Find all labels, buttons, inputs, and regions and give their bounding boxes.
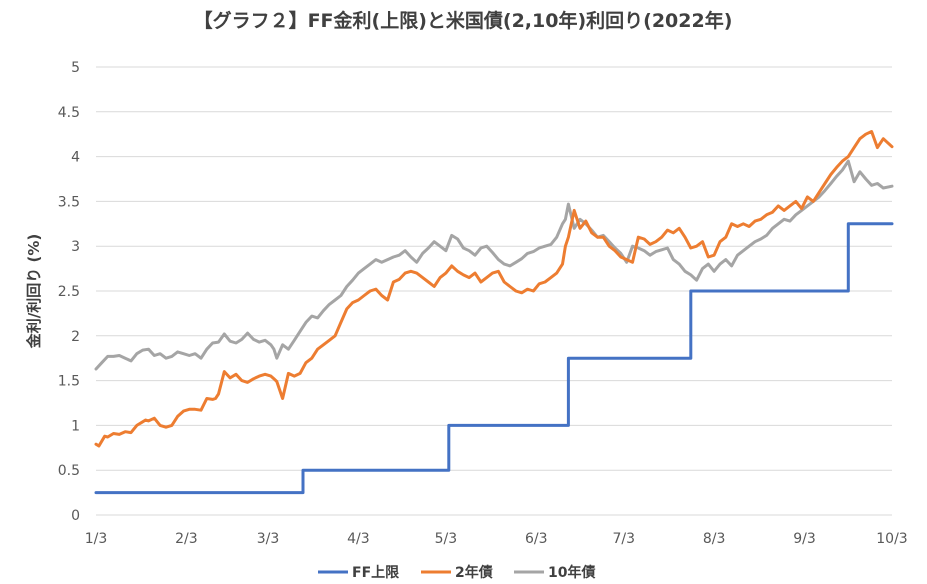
y-tick-label: 3.5 [58, 194, 80, 210]
y-tick-labels: 0 0.5 1 1.5 2 2.5 3 3.5 4 4.5 5 [58, 60, 80, 524]
chart-title: 【グラフ２】FF金利(上限)と米国債(2,10年)利回り(2022年) [194, 9, 733, 32]
series-lines [94, 130, 894, 495]
y-tick-label: 2.5 [58, 284, 80, 300]
x-tick-label: 7/3 [612, 531, 635, 547]
y-tick-label: 0 [71, 508, 80, 524]
x-tick-label: 10/3 [876, 531, 907, 547]
series-line-0 [94, 222, 894, 495]
y-tick-label: 0.5 [58, 463, 80, 479]
y-tick-label: 3 [71, 239, 80, 255]
y-tick-label: 1 [71, 418, 80, 434]
y-axis-label: 金利/利回り (%) [25, 234, 43, 349]
legend: FF上限 2年債 10年債 [318, 564, 595, 581]
series-line-1 [94, 130, 894, 448]
series-line-2 [94, 159, 894, 371]
grid-lines [96, 66, 892, 516]
x-tick-label: 6/3 [525, 531, 548, 547]
y-tick-label: 2 [71, 329, 80, 345]
legend-label-1: 2年債 [455, 564, 493, 581]
y-tick-label: 1.5 [58, 374, 80, 390]
y-tick-label: 4.5 [58, 105, 80, 121]
legend-label-2: 10年債 [548, 564, 595, 581]
x-tick-labels: 1/3 2/3 3/3 4/3 5/3 6/3 7/3 8/3 9/3 10/3 [85, 531, 908, 547]
y-tick-label: 4 [71, 150, 80, 166]
x-tick-label: 2/3 [175, 531, 198, 547]
x-tick-label: 4/3 [347, 531, 370, 547]
legend-label-0: FF上限 [352, 565, 399, 581]
y-tick-label: 5 [71, 60, 80, 76]
x-tick-label: 9/3 [793, 531, 816, 547]
x-tick-label: 8/3 [703, 531, 726, 547]
x-tick-label: 3/3 [257, 531, 280, 547]
x-tick-label: 5/3 [435, 531, 458, 547]
x-tick-label: 1/3 [85, 531, 108, 547]
